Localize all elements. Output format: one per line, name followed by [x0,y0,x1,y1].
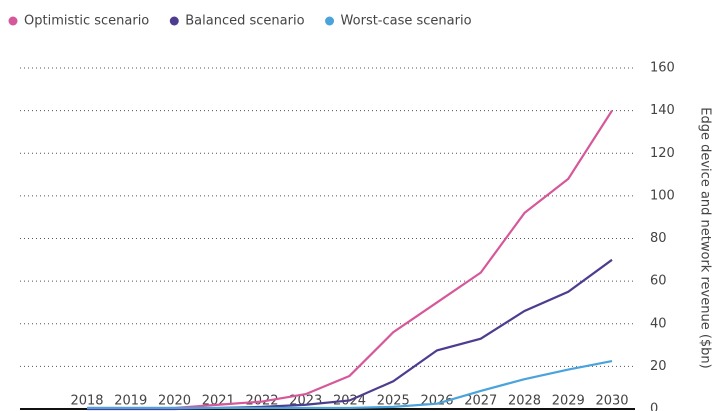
x-tick-label: 2018 [70,394,103,409]
legend-label: Balanced scenario [185,14,304,29]
x-tick-label: 2020 [158,394,191,409]
legend-marker [169,16,179,26]
y-tick-label: 60 [650,274,667,289]
x-tick-label: 2028 [508,394,541,409]
series-line [87,258,613,411]
y-tick-label: 40 [650,316,667,331]
y-tick-label: 0 [650,402,658,411]
y-tick-label: 20 [650,359,667,374]
x-tick-label: 2029 [552,394,585,409]
legend-marker [325,16,335,26]
y-tick-label: 100 [650,188,675,203]
series-line [87,110,613,410]
x-tick-label: 2025 [377,394,410,409]
series-line [87,359,613,410]
x-tick-label: 2030 [595,394,628,409]
x-tick-label: 2027 [464,394,497,409]
y-tick-label: 160 [650,61,675,76]
y-axis-title: Edge device and network revenue ($bn) [698,107,713,368]
y-tick-label: 80 [650,231,667,246]
legend-marker [8,16,18,26]
y-tick-label: 120 [650,146,675,161]
x-tick-label: 2019 [114,394,147,409]
legend-label: Optimistic scenario [24,14,149,29]
legend-label: Worst-case scenario [341,14,472,29]
y-tick-label: 140 [650,103,675,118]
